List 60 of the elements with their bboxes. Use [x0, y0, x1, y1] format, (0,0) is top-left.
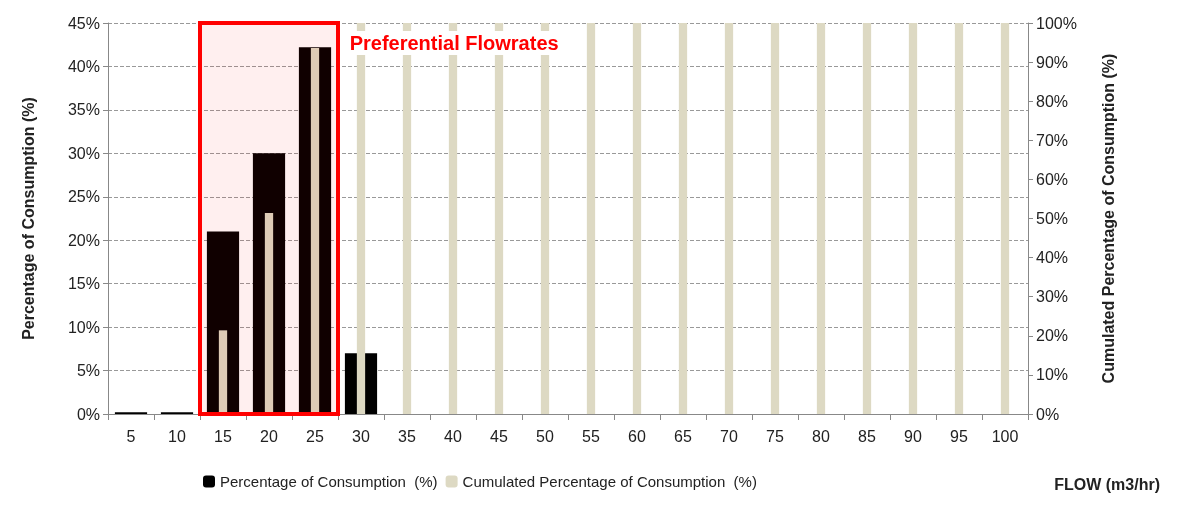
x-tick-label: 30: [352, 427, 370, 445]
x-tick-label: 75: [766, 427, 784, 445]
y2-tick-label: 40%: [1036, 249, 1069, 267]
bar: [632, 23, 642, 414]
x-tick-label: 80: [812, 427, 830, 445]
bar: [310, 48, 320, 414]
x-tick-label: 40: [444, 427, 462, 445]
y2-tick-label: 100%: [1036, 14, 1077, 32]
legend-label: Percentage of Consumption (%): [220, 473, 438, 490]
bar: [218, 330, 228, 414]
x-axis-title: FLOW (m3/hr): [1054, 475, 1160, 493]
bar: [678, 23, 688, 414]
y2-axis-title: Cumulated Percentage of Consumption (%): [1099, 53, 1117, 384]
y2-tick-label: 70%: [1036, 131, 1069, 149]
y-axis-title: Percentage of Consumption (%): [19, 97, 37, 340]
y-tick-label: 10%: [67, 318, 100, 336]
y2-tick-label: 30%: [1036, 288, 1069, 306]
y2-tick-label: 60%: [1036, 170, 1069, 188]
bar: [908, 23, 918, 414]
y-tick-label: 15%: [67, 275, 100, 293]
legend-label: Cumulated Percentage of Consumption (%): [462, 473, 757, 490]
x-tick-label: 20: [260, 427, 278, 445]
bar: [1000, 23, 1010, 414]
x-tick-label: 95: [950, 427, 968, 445]
y-tick-label: 20%: [67, 231, 100, 249]
y2-tick-label: 80%: [1036, 92, 1069, 110]
bar: [264, 213, 274, 414]
y-tick-label: 40%: [67, 57, 100, 75]
y-tick-label: 5%: [76, 362, 100, 380]
band-label: Preferential Flowrates: [349, 32, 559, 54]
x-tick-label: 65: [674, 427, 692, 445]
y2-tick-label: 10%: [1036, 366, 1069, 384]
x-tick-label: 50: [536, 427, 554, 445]
x-tick-label: 25: [306, 427, 324, 445]
bar: [724, 23, 734, 414]
y-tick-label: 25%: [67, 188, 100, 206]
x-tick-label: 60: [628, 427, 646, 445]
x-tick-label: 10: [168, 427, 186, 445]
y-tick-label: 0%: [76, 405, 100, 423]
y-tick-label: 30%: [67, 144, 100, 162]
y-tick-label: 35%: [67, 101, 100, 119]
bar: [770, 23, 780, 414]
x-tick-label: 70: [720, 427, 738, 445]
x-tick-label: 100: [991, 427, 1019, 445]
x-tick-label: 85: [858, 427, 876, 445]
bar: [816, 23, 826, 414]
y2-tick-label: 90%: [1036, 53, 1069, 71]
x-tick-label: 55: [582, 427, 600, 445]
bar: [586, 23, 596, 414]
x-tick-label: 15: [214, 427, 232, 445]
x-tick-label: 45: [490, 427, 508, 445]
y2-tick-label: 50%: [1036, 210, 1069, 227]
bar: [954, 23, 964, 414]
x-tick-label: 35: [398, 427, 416, 445]
y-tick-label: 45%: [67, 14, 100, 32]
x-tick-label: 5: [126, 427, 136, 445]
x-tick-label: 90: [904, 427, 922, 445]
y2-tick-label: 20%: [1036, 327, 1069, 345]
bar: [862, 23, 872, 414]
y2-tick-label: 0%: [1036, 405, 1060, 423]
